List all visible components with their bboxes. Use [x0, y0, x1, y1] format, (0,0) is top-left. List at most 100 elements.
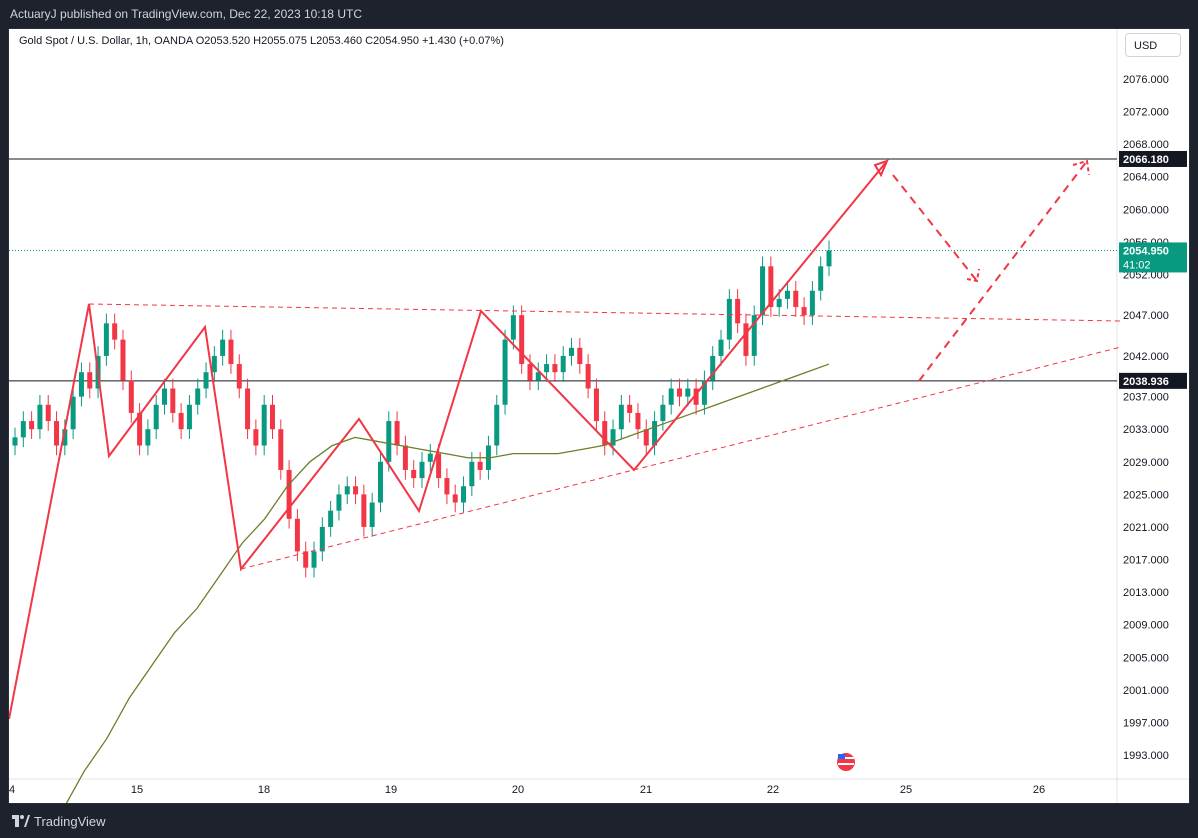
candle-body	[20, 421, 26, 438]
candle-body	[112, 323, 118, 340]
candle-body	[527, 364, 533, 381]
candle-body	[62, 429, 68, 446]
chart-frame[interactable]: 2076.000 2072.000 2068.000 2064.000 2060.000…	[8, 28, 1190, 804]
candle-body	[353, 486, 359, 495]
candle-body	[261, 404, 267, 446]
last-price-timer: 41:02	[1123, 259, 1151, 271]
candle-body	[718, 339, 724, 356]
candle-body	[311, 551, 317, 568]
x-tick-label: 25	[900, 784, 912, 796]
candle-body	[743, 323, 749, 356]
y-tick-label: 2072.000	[1123, 107, 1169, 119]
candle-body	[776, 298, 782, 308]
y-tick-label: 2042.000	[1123, 351, 1169, 363]
candle-body	[760, 266, 766, 316]
zigzag-arrowhead	[873, 159, 889, 178]
y-tick-label: 2017.000	[1123, 555, 1169, 567]
projection-up-arrow[interactable]	[918, 160, 1088, 382]
candle-body	[228, 339, 234, 365]
y-tick-label: 2005.000	[1123, 652, 1169, 664]
candle-body	[78, 372, 84, 397]
candle-body	[211, 355, 217, 373]
candle-body	[801, 307, 807, 316]
price-chart[interactable]: 2076.000 2072.000 2068.000 2064.000 2060.000…	[9, 29, 1189, 803]
y-tick-label: 2013.000	[1123, 587, 1169, 599]
projection-up-head	[1072, 159, 1090, 176]
y-tick-label: 2001.000	[1123, 685, 1169, 697]
candle-body	[768, 266, 774, 308]
candle-body	[444, 478, 450, 495]
candle-body	[735, 298, 741, 324]
x-tick-label: 19	[385, 784, 397, 796]
projection-down-head	[966, 268, 980, 283]
y-tick-label: 2068.000	[1123, 139, 1169, 151]
candle-body	[818, 266, 824, 291]
y-tick-label: 1997.000	[1123, 717, 1169, 729]
flag-stripe	[838, 757, 854, 759]
candle-body	[602, 421, 608, 446]
candle-body	[701, 380, 707, 405]
candle-body	[145, 429, 151, 446]
candle-body	[427, 453, 433, 462]
level-price-label: 2038.936	[1123, 376, 1169, 388]
x-tick-label: 15	[131, 784, 143, 796]
candle-body	[652, 421, 658, 446]
level-price-tag	[1119, 150, 1187, 167]
y-tick-label: 2029.000	[1123, 457, 1169, 469]
candle-body	[70, 396, 76, 430]
candle-body	[394, 421, 400, 446]
candle-body	[195, 388, 201, 405]
x-tick-label: 21	[640, 784, 652, 796]
tradingview-logo-icon	[12, 815, 30, 827]
y-tick-label: 2037.000	[1123, 392, 1169, 404]
candle-body	[610, 429, 616, 446]
candle-body	[809, 290, 815, 316]
candle-body	[693, 388, 699, 405]
candle-body	[660, 404, 666, 422]
candle-body	[278, 429, 284, 470]
candle-body	[618, 404, 624, 430]
candle-body	[510, 315, 516, 340]
x-tick-label: 20	[512, 784, 524, 796]
candle-body	[37, 404, 43, 430]
candle-body	[236, 364, 242, 389]
level-price-label: 2066.180	[1123, 154, 1169, 166]
zigzag-pattern[interactable]	[9, 160, 888, 720]
moving-average-line	[65, 363, 830, 803]
brand-label: TradingView	[34, 813, 106, 829]
y-tick-label: 2021.000	[1123, 522, 1169, 534]
candle-body	[411, 469, 417, 479]
candle-body	[560, 355, 566, 373]
candle-body	[577, 347, 583, 365]
y-tick-label: 2025.000	[1123, 489, 1169, 501]
tradingview-logo[interactable]: TradingView	[12, 814, 106, 829]
candle-body	[535, 372, 541, 381]
candle-body	[361, 494, 367, 527]
y-tick-label: 2064.000	[1123, 172, 1169, 184]
resistance-trendline[interactable]	[88, 303, 1122, 322]
candle-body	[369, 502, 375, 527]
candle-body	[336, 494, 342, 511]
candle-body	[269, 404, 275, 430]
candle-body	[319, 526, 325, 552]
publisher-bar: ActuaryJ published on TradingView.com, D…	[0, 0, 1198, 28]
y-tick-label: 2033.000	[1123, 424, 1169, 436]
currency-button[interactable]: USD	[1125, 33, 1181, 57]
candle-body	[552, 364, 558, 373]
candle-body	[286, 469, 292, 519]
candle-body	[635, 412, 641, 430]
candle-body	[137, 412, 143, 446]
candle-body	[685, 388, 691, 397]
support-trendline[interactable]	[240, 346, 1122, 570]
candle-body	[793, 290, 799, 308]
candle-body	[220, 339, 226, 356]
candle-body	[253, 429, 259, 446]
candle-body	[544, 364, 550, 373]
flag-stripe	[838, 763, 854, 765]
projection-down-arrow[interactable]	[892, 174, 978, 282]
candle-body	[751, 315, 757, 356]
candle-body	[569, 347, 575, 356]
candle-body	[203, 372, 209, 389]
y-tick-label: 2052.000	[1123, 269, 1169, 281]
candle-body	[585, 364, 591, 389]
